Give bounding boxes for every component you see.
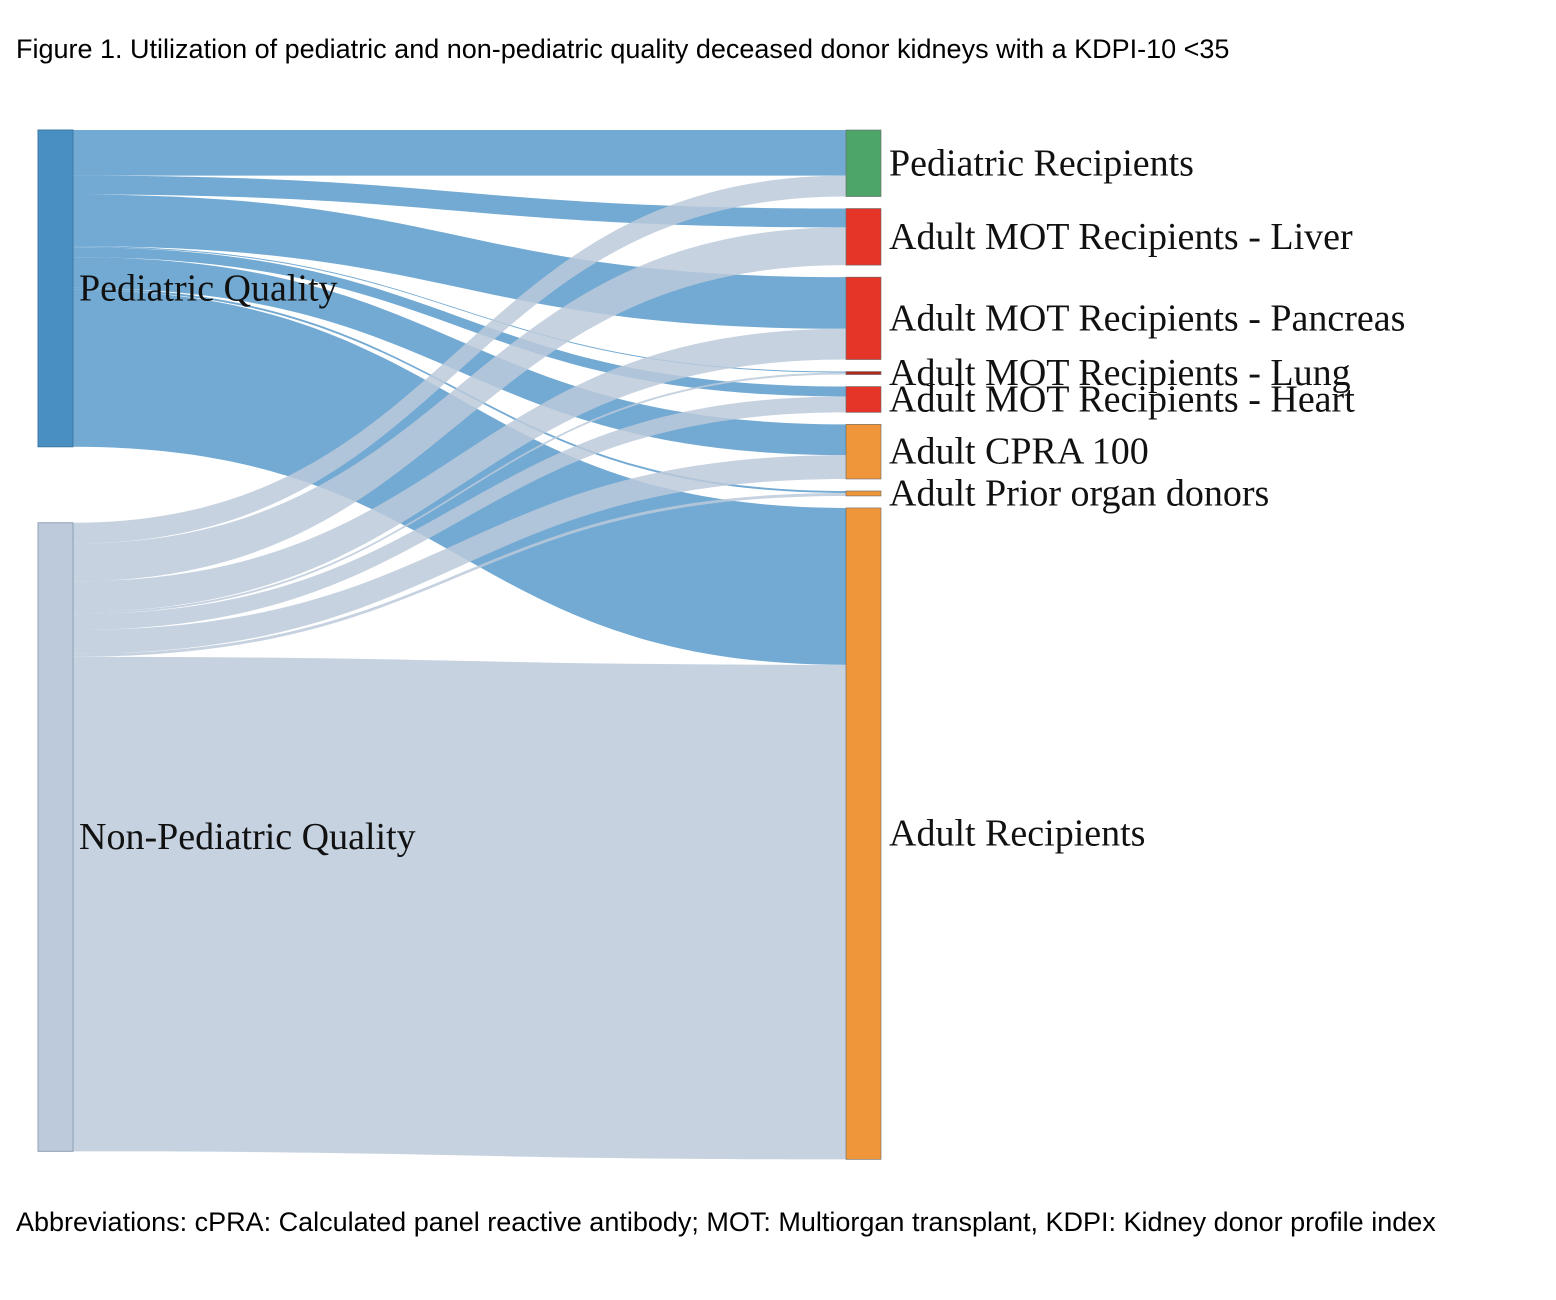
- node-non: [37, 522, 74, 1152]
- node-ped: [37, 129, 74, 448]
- label-lung: Adult MOT Recipients - Lung: [889, 352, 1351, 394]
- sankey-labels: Pediatric Quality Non-Pediatric Quality Pe…: [79, 142, 1405, 858]
- sankey-nodes: [37, 129, 882, 1160]
- label-pancreas: Adult MOT Recipients - Pancreas: [889, 297, 1405, 339]
- label-non: Non-Pediatric Quality: [79, 816, 416, 858]
- link-non-to-heart: [73, 396, 846, 631]
- node-pancreas: [845, 276, 882, 360]
- link-ped-to-lung: [73, 246, 846, 373]
- node-lung: [845, 371, 882, 375]
- link-non-to-pancreas: [73, 328, 846, 613]
- label-prior: Adult Prior organ donors: [889, 472, 1269, 514]
- link-ped-to-pedrec: [73, 130, 846, 176]
- label-ped: Pediatric Quality: [79, 267, 338, 309]
- abbreviations-footnote: Abbreviations: cPRA: Calculated panel re…: [16, 1207, 1436, 1237]
- link-non-to-liver: [73, 227, 846, 582]
- link-non-to-lung: [73, 372, 846, 615]
- link-ped-to-heart: [73, 247, 846, 397]
- label-adult: Adult Recipients: [889, 813, 1145, 855]
- sankey-links: [73, 130, 846, 1160]
- link-non-to-adult: [73, 656, 846, 1160]
- label-heart: Adult MOT Recipients - Heart: [889, 378, 1355, 420]
- figure-title: Figure 1. Utilization of pediatric and n…: [16, 34, 1230, 64]
- node-prior: [845, 490, 882, 497]
- link-non-to-prior: [73, 492, 846, 657]
- link-non-to-cpra: [73, 455, 846, 654]
- label-pedrec: Pediatric Recipients: [889, 142, 1194, 184]
- label-cpra: Adult CPRA 100: [889, 431, 1149, 473]
- link-non-to-pedrec: [73, 175, 846, 544]
- node-heart: [845, 386, 882, 413]
- node-pedrec: [845, 129, 882, 197]
- node-liver: [845, 208, 882, 266]
- node-cpra: [845, 424, 882, 480]
- label-liver: Adult MOT Recipients - Liver: [889, 216, 1353, 258]
- node-adult: [845, 507, 882, 1160]
